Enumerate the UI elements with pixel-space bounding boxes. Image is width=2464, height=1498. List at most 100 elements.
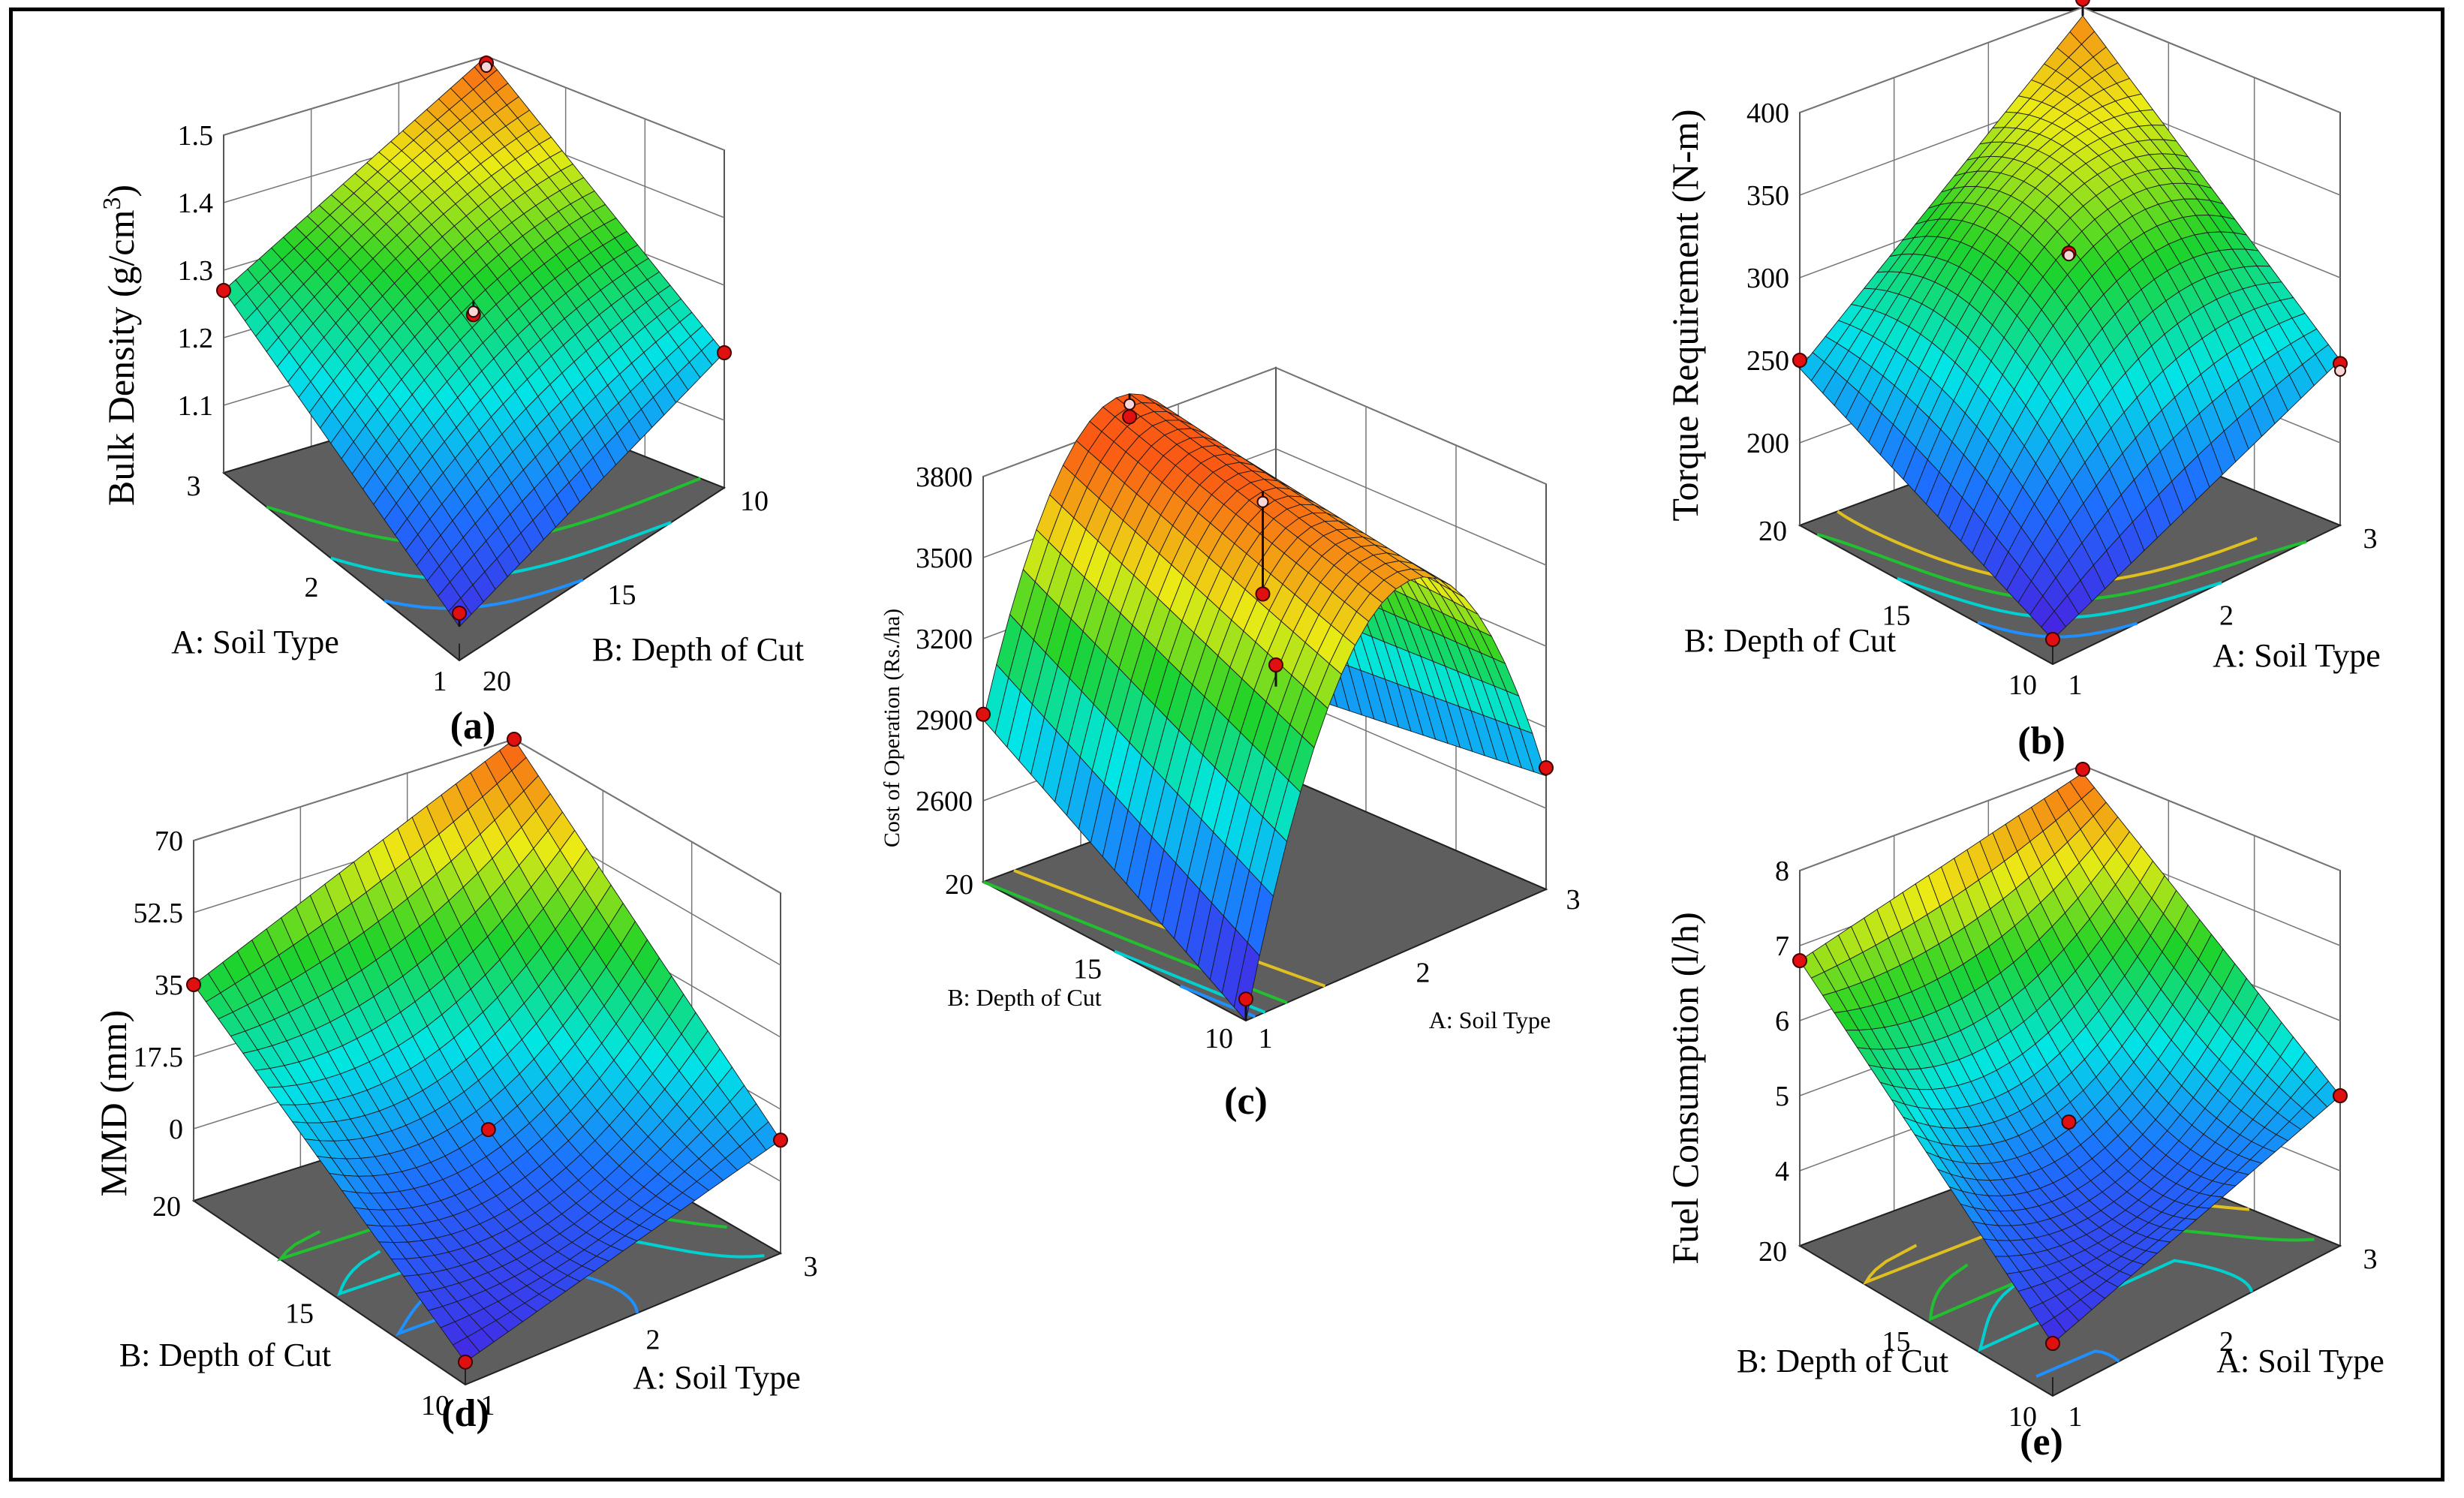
surface-cell — [2041, 610, 2066, 640]
x-axis-title: A: Soil Type — [2213, 637, 2380, 674]
floor-contour — [384, 578, 584, 610]
x-tick-label: 2 — [2219, 1326, 2234, 1358]
z-tick-label: 3800 — [916, 462, 973, 493]
z-tick-label: 3200 — [916, 624, 973, 655]
z-axis-title: Fuel Consumption (l/h) — [1664, 912, 1706, 1264]
grid-line — [1275, 448, 1547, 566]
z-tick-label: 400 — [1746, 98, 1789, 129]
z-tick-label: 8 — [1775, 856, 1789, 887]
y-tick-label: 15 — [1882, 1326, 1911, 1358]
y-tick-label: 15 — [608, 579, 636, 611]
floor-contour — [1978, 1259, 2254, 1352]
z-tick-label: 250 — [1746, 345, 1789, 377]
x-tick-label: 1 — [433, 666, 447, 697]
design-point-below — [480, 61, 492, 73]
x-tick-label: 3 — [2363, 523, 2378, 555]
design-point — [773, 1133, 788, 1148]
design-point — [717, 345, 732, 360]
y-tick-label: 15 — [1073, 954, 1102, 985]
z-tick-label: 70 — [155, 826, 183, 857]
y-tick-label: 20 — [945, 869, 973, 901]
z-tick-label: 1.1 — [178, 390, 214, 422]
y-axis-title: B: Depth of Cut — [119, 1337, 331, 1373]
x-tick-label: 3 — [187, 471, 201, 502]
floor-contour — [1897, 576, 2222, 619]
y-tick-label: 20 — [483, 666, 511, 697]
design-point — [1792, 953, 1807, 968]
z-tick-label: 3500 — [916, 543, 973, 574]
design-point — [1792, 353, 1807, 368]
design-point — [1268, 657, 1283, 672]
x-tick-label: 1 — [2068, 669, 2083, 701]
design-point — [1255, 586, 1271, 602]
panel-a-bulk-density: 1.1 1.2 1.3 1.4 1.5 1 2 3 10 15 20 Bulk Density (g… — [98, 55, 804, 747]
x-tick-label: 3 — [804, 1251, 818, 1283]
surface-cell — [2041, 1316, 2067, 1344]
design-point — [2045, 632, 2060, 647]
z-tick-label: 52.5 — [134, 898, 184, 929]
design-point — [1122, 409, 1137, 425]
z-tick-label: 350 — [1746, 180, 1789, 212]
x-tick-label: 2 — [646, 1325, 660, 1356]
x-tick-label: 1 — [1259, 1023, 1273, 1054]
panel-label: (c) — [1224, 1080, 1268, 1123]
x-tick-label: 2 — [2219, 600, 2234, 632]
x-tick-label: 3 — [1566, 884, 1581, 916]
z-tick-label: 2600 — [916, 786, 973, 817]
y-tick-label: 10 — [740, 486, 769, 517]
floor-contour — [395, 1271, 639, 1337]
z-tick-label: 4 — [1775, 1156, 1789, 1187]
y-tick-label: 10 — [1205, 1023, 1233, 1054]
design-point — [1539, 760, 1554, 775]
design-point-below — [2334, 365, 2346, 377]
panel-label: (d) — [441, 1392, 489, 1435]
grid-line — [2082, 765, 2341, 871]
z-axis-title: Torque Requirement (N-m) — [1664, 109, 1706, 521]
y-axis-title: B: Depth of Cut — [947, 984, 1101, 1011]
floor-contour — [330, 521, 672, 580]
grid-line — [1799, 7, 2083, 113]
design-point — [976, 706, 991, 722]
z-tick-label: 6 — [1775, 1006, 1789, 1037]
design-point — [2075, 762, 2090, 777]
x-axis-title: A: Soil Type — [2216, 1343, 2384, 1379]
y-tick-label: 20 — [1758, 516, 1787, 547]
z-tick-label: 5 — [1775, 1081, 1789, 1112]
y-axis-title: B: Depth of Cut — [1684, 622, 1896, 659]
floor-contour — [1928, 1227, 2315, 1322]
grid-line — [486, 56, 725, 151]
z-axis-title: MMD (mm) — [92, 1010, 134, 1197]
design-point — [2075, 0, 2090, 7]
x-tick-label: 1 — [481, 1390, 495, 1421]
y-tick-label: 20 — [152, 1191, 181, 1223]
z-tick-label: 1.2 — [178, 323, 214, 354]
design-point — [458, 1354, 473, 1370]
panel-e-fuel-consumption: 4 5 6 7 8 1 2 3 10 15 20 Fuel Consumption (l/h) B:… — [1664, 762, 2384, 1463]
x-tick-label: 1 — [2068, 1401, 2083, 1433]
y-tick-label: 20 — [1758, 1236, 1787, 1268]
y-tick-label: 15 — [285, 1298, 314, 1330]
x-tick-label: 2 — [305, 572, 319, 603]
x-axis-title: A: Soil Type — [1429, 1006, 1551, 1033]
z-tick-label: 0 — [169, 1114, 183, 1145]
grid-line — [1799, 765, 2083, 871]
x-axis-title: A: Soil Type — [633, 1359, 800, 1396]
grid-line — [2082, 7, 2341, 113]
y-axis-title: B: Depth of Cut — [592, 631, 804, 668]
z-tick-label: 1.4 — [178, 188, 214, 219]
panel-c-cost-of-operation: 2600 2900 3200 3500 3800 1 2 3 10 15 20 Cost of Op… — [880, 366, 1581, 1123]
floor-contour — [2035, 1349, 2120, 1378]
design-point-below — [467, 305, 480, 318]
surface-cell — [452, 1336, 480, 1363]
design-point — [216, 283, 231, 298]
z-axis-title: Bulk Density (g/cm3) — [98, 185, 142, 506]
grid-line — [223, 56, 487, 136]
design-point — [1238, 991, 1253, 1007]
y-tick-label: 10 — [2008, 1401, 2037, 1433]
z-tick-label: 2900 — [916, 705, 973, 736]
z-tick-label: 7 — [1775, 931, 1789, 962]
y-tick-label: 10 — [2008, 669, 2037, 701]
x-axis-title: A: Soil Type — [171, 624, 338, 660]
grid-line — [513, 738, 781, 894]
z-tick-label: 200 — [1746, 428, 1789, 459]
